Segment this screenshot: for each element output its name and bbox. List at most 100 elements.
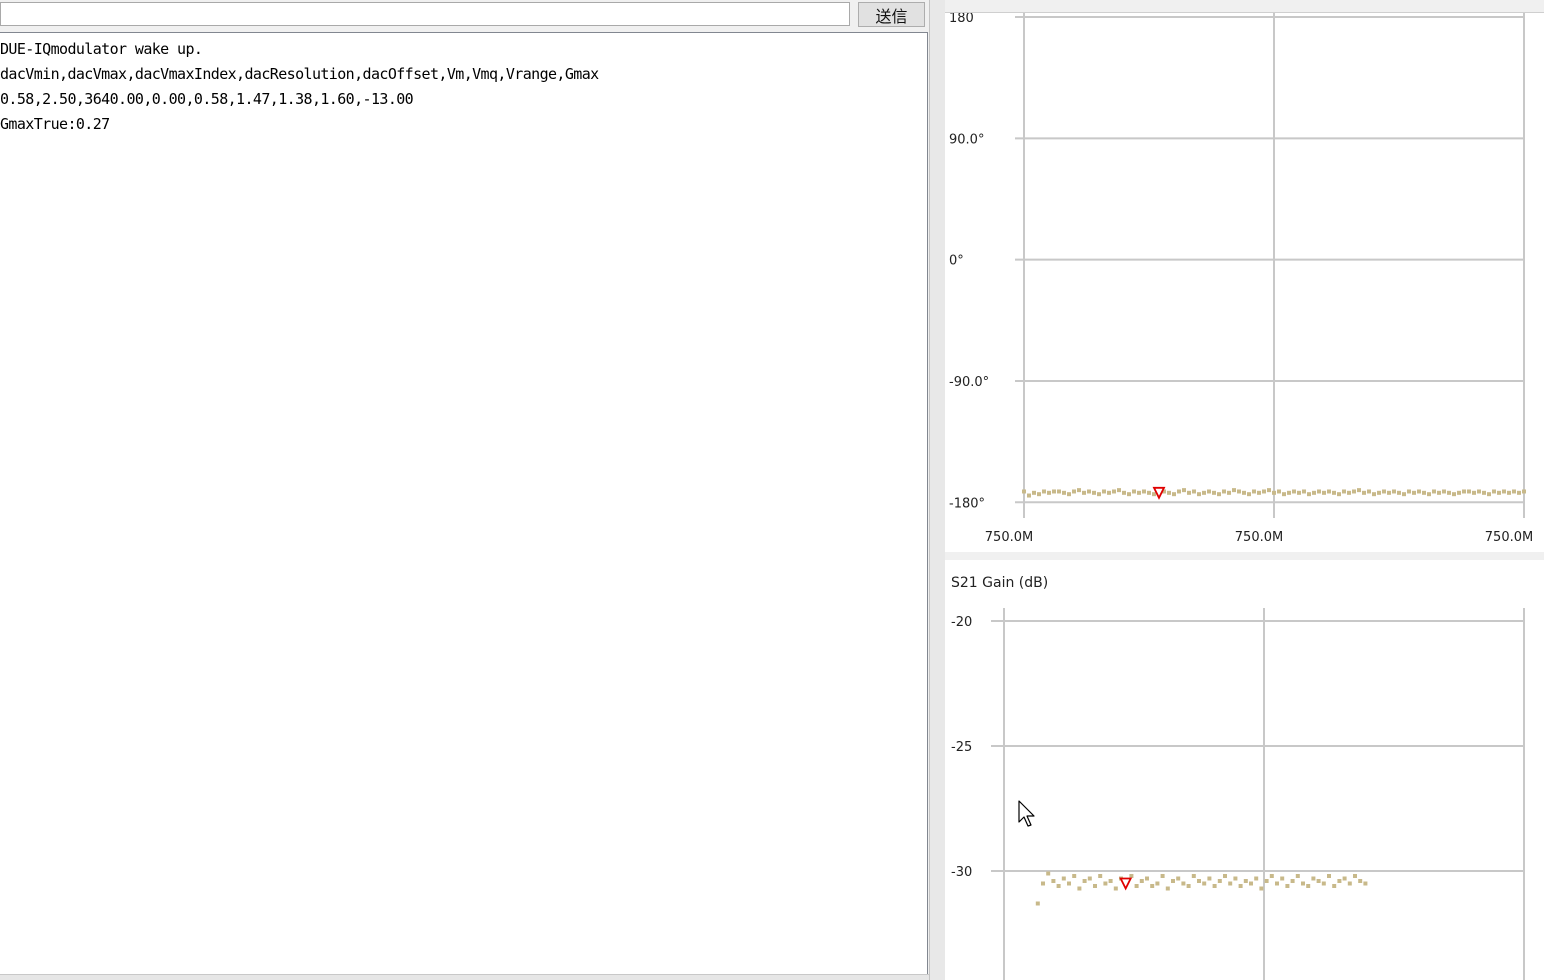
data-point	[1041, 881, 1045, 886]
data-point	[1297, 490, 1301, 495]
data-point	[1032, 490, 1036, 495]
data-point	[1512, 489, 1516, 494]
data-point	[1347, 490, 1351, 495]
data-point	[1442, 489, 1446, 494]
data-point	[1067, 881, 1071, 886]
data-point	[1477, 489, 1481, 494]
gain-chart-panel: S21 Gain (dB) -20 -25 -30	[945, 560, 1544, 980]
data-point	[1507, 490, 1511, 495]
data-point	[1311, 876, 1316, 881]
horizontal-scrollbar[interactable]	[0, 974, 929, 980]
data-point	[1517, 490, 1521, 495]
send-input[interactable]	[0, 2, 850, 26]
data-point	[1497, 490, 1501, 495]
data-point	[1182, 488, 1186, 493]
data-point	[1046, 871, 1051, 876]
data-point	[1082, 879, 1087, 883]
data-point	[1137, 490, 1141, 495]
x-tick-label: 750.0M	[985, 530, 1033, 545]
send-button[interactable]: 送信	[858, 2, 925, 27]
data-point	[1242, 490, 1246, 495]
data-point	[1482, 490, 1486, 495]
console-line: GmaxTrue:0.27	[0, 115, 110, 133]
data-point	[1238, 884, 1243, 888]
data-point	[1181, 881, 1186, 886]
data-point	[1145, 876, 1149, 881]
data-point	[1162, 489, 1166, 494]
data-point	[1062, 490, 1066, 495]
data-point	[1327, 874, 1331, 878]
y-tick-label: -25	[951, 740, 972, 755]
data-point	[1272, 490, 1276, 495]
data-point	[1217, 879, 1222, 883]
data-point	[1191, 874, 1196, 878]
mouse-cursor-icon	[1018, 800, 1035, 827]
data-point	[1262, 489, 1266, 494]
data-point	[1402, 492, 1406, 497]
data-point	[1227, 490, 1231, 495]
data-point	[1292, 489, 1296, 494]
data-point	[1357, 488, 1361, 493]
pane-splitter[interactable]	[929, 0, 946, 980]
data-point	[1437, 490, 1441, 495]
data-point	[1176, 876, 1181, 881]
phase-chart-panel: 180 90.0° 0° -90.0° -180° 750.0M 750.0M 750.0M	[945, 12, 1544, 552]
data-point	[1082, 490, 1086, 495]
data-point	[1027, 493, 1031, 498]
data-point	[1197, 492, 1201, 497]
data-point	[1352, 489, 1356, 494]
data-point	[1342, 489, 1346, 494]
data-point	[1072, 874, 1077, 878]
data-point	[1150, 884, 1155, 888]
data-point	[1452, 492, 1456, 497]
data-point	[1302, 489, 1306, 494]
data-point	[1252, 489, 1256, 494]
marker-triangle-icon	[1152, 486, 1166, 500]
data-point	[1152, 492, 1156, 497]
data-point	[1160, 874, 1165, 878]
data-point	[1267, 488, 1271, 493]
data-point	[1322, 490, 1326, 495]
data-point	[1332, 884, 1337, 888]
data-point	[1312, 490, 1316, 495]
data-point	[1363, 881, 1368, 886]
data-point	[1337, 879, 1342, 883]
data-point	[1171, 879, 1175, 883]
data-point	[1077, 488, 1081, 493]
marker-triangle-icon	[1119, 877, 1133, 891]
data-point	[1228, 881, 1233, 886]
data-point	[1093, 884, 1097, 888]
data-point	[1282, 492, 1286, 497]
data-point	[1397, 490, 1401, 495]
data-point	[1207, 489, 1211, 494]
data-point	[1387, 490, 1391, 495]
data-point	[1492, 489, 1496, 494]
serial-console-pane: 送信 DUE-IQmodulator wake up. dacVmin,dacV…	[0, 2, 929, 980]
data-point	[1233, 876, 1238, 881]
data-point	[1254, 876, 1259, 881]
data-point	[1102, 489, 1106, 494]
data-point	[1264, 879, 1269, 883]
data-point	[1417, 489, 1421, 494]
data-point	[1372, 492, 1376, 497]
phase-chart: 180 90.0° 0° -90.0° -180° 750.0M 750.0M 750.0M	[949, 13, 1533, 545]
data-point	[1462, 489, 1466, 494]
data-point	[1103, 881, 1108, 886]
y-tick-label: 90.0°	[949, 132, 984, 147]
data-point	[1197, 879, 1201, 883]
data-point	[1165, 886, 1170, 891]
data-point	[1347, 881, 1352, 886]
x-tick-label: 750.0M	[1485, 530, 1533, 545]
data-point	[1057, 489, 1061, 494]
data-point	[1337, 492, 1341, 497]
y-tick-label: -30	[951, 865, 972, 880]
data-point	[1422, 490, 1426, 495]
data-point	[1367, 489, 1371, 494]
data-point	[1139, 879, 1144, 883]
data-point	[1117, 488, 1121, 493]
console-output[interactable]: DUE-IQmodulator wake up. dacVmin,dacVmax…	[0, 32, 928, 974]
data-point	[1052, 489, 1056, 494]
data-point	[1129, 874, 1134, 878]
data-point	[1472, 490, 1476, 495]
data-point	[1072, 489, 1076, 494]
